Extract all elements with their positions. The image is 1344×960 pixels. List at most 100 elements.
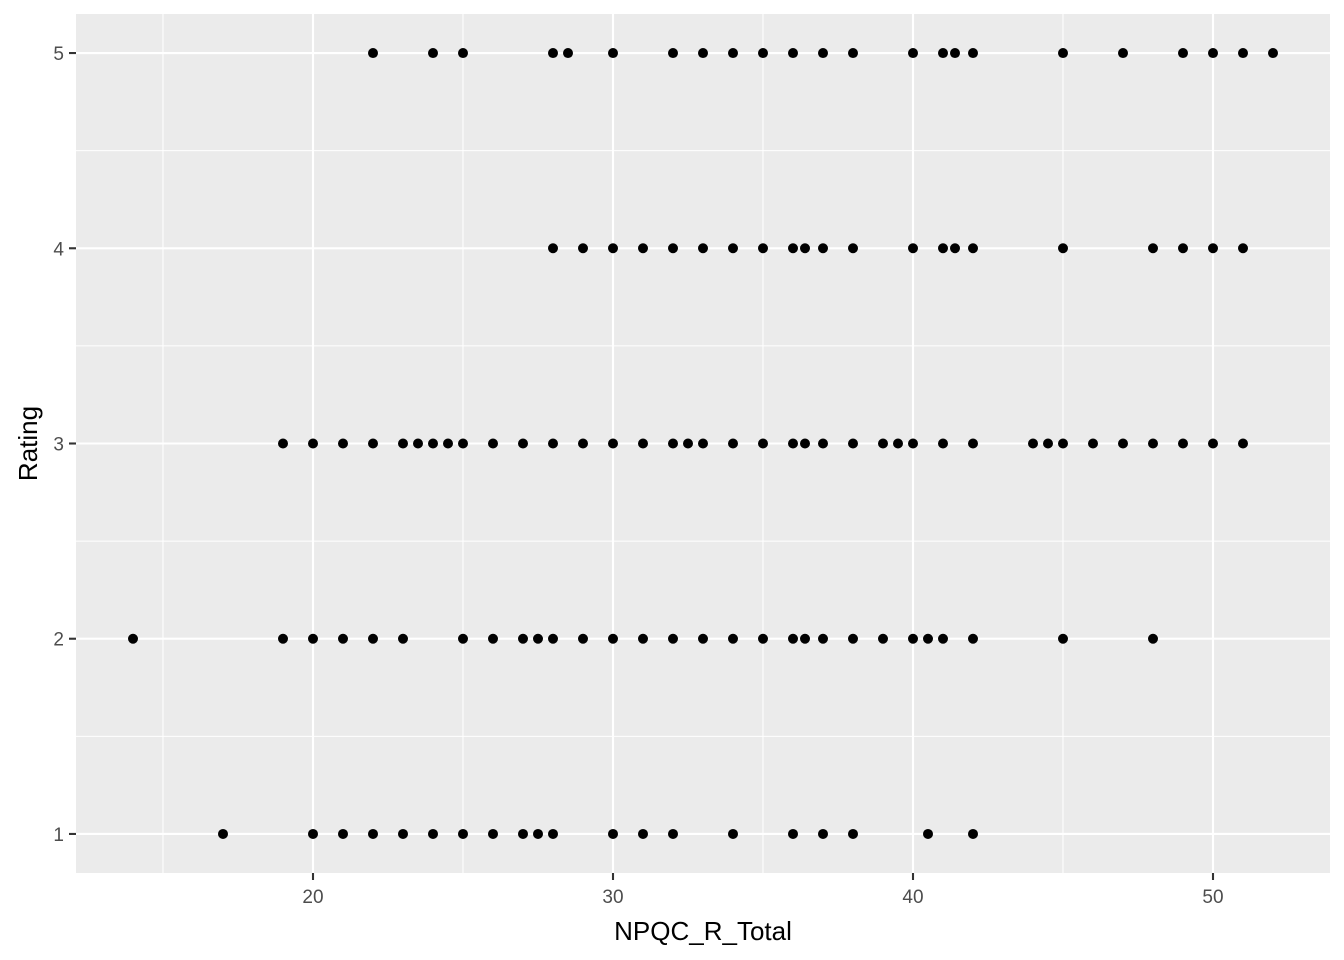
data-point (668, 828, 678, 839)
data-point (1178, 438, 1188, 449)
x-tick-label: 50 (1202, 887, 1223, 908)
data-point (968, 48, 978, 59)
data-point (518, 438, 528, 449)
data-point (683, 438, 693, 449)
data-point (950, 48, 960, 59)
data-point (128, 633, 138, 644)
data-point (638, 438, 648, 449)
data-point (218, 828, 228, 839)
data-point (698, 438, 708, 449)
data-point (578, 633, 588, 644)
data-point (950, 243, 960, 254)
data-point (608, 828, 618, 839)
data-point (443, 438, 453, 449)
data-point (938, 48, 948, 59)
data-point (1268, 48, 1278, 59)
data-point (938, 243, 948, 254)
data-point (788, 243, 798, 254)
data-point (368, 438, 378, 449)
x-tick-label: 20 (302, 887, 323, 908)
data-point (458, 828, 468, 839)
data-point (413, 438, 423, 449)
data-point (878, 633, 888, 644)
data-point (668, 438, 678, 449)
data-point (398, 828, 408, 839)
data-point (698, 243, 708, 254)
data-point (908, 243, 918, 254)
data-point (800, 438, 810, 449)
y-tick-label: 3 (53, 435, 64, 456)
data-point (1058, 633, 1068, 644)
data-point (818, 48, 828, 59)
data-point (278, 633, 288, 644)
data-point (398, 633, 408, 644)
data-point (893, 438, 903, 449)
data-point (368, 633, 378, 644)
data-point (788, 633, 798, 644)
data-point (698, 633, 708, 644)
data-point (1058, 243, 1068, 254)
data-point (1208, 243, 1218, 254)
data-point (728, 243, 738, 254)
data-point (308, 633, 318, 644)
data-point (758, 633, 768, 644)
data-point (1043, 438, 1053, 449)
data-point (968, 243, 978, 254)
data-point (908, 438, 918, 449)
data-point (788, 48, 798, 59)
data-point (548, 633, 558, 644)
x-tick-label: 30 (602, 887, 623, 908)
data-point (1148, 633, 1158, 644)
data-point (848, 828, 858, 839)
data-point (923, 828, 933, 839)
data-point (908, 633, 918, 644)
data-point (338, 438, 348, 449)
data-point (818, 633, 828, 644)
data-point (533, 633, 543, 644)
data-point (428, 828, 438, 839)
data-point (818, 828, 828, 839)
data-point (728, 438, 738, 449)
data-point (608, 633, 618, 644)
data-point (1238, 243, 1248, 254)
data-point (758, 243, 768, 254)
data-point (458, 48, 468, 59)
data-point (368, 48, 378, 59)
data-point (278, 438, 288, 449)
data-point (1148, 438, 1158, 449)
data-point (548, 828, 558, 839)
data-point (458, 633, 468, 644)
data-point (728, 48, 738, 59)
data-point (1088, 438, 1098, 449)
data-point (923, 633, 933, 644)
data-point (1178, 243, 1188, 254)
data-point (788, 828, 798, 839)
data-point (1058, 48, 1068, 59)
data-point (1148, 243, 1158, 254)
data-point (533, 828, 543, 839)
data-point (1238, 48, 1248, 59)
data-point (308, 438, 318, 449)
data-point (638, 828, 648, 839)
x-axis: 20 30 40 50 (302, 873, 1224, 908)
data-point (938, 633, 948, 644)
data-point (668, 633, 678, 644)
data-point (758, 438, 768, 449)
data-point (368, 828, 378, 839)
y-tick-label: 4 (53, 239, 64, 260)
data-point (563, 48, 573, 59)
y-axis: 1 2 3 4 5 (53, 44, 76, 846)
data-point (698, 48, 708, 59)
data-point (800, 633, 810, 644)
data-point (968, 438, 978, 449)
data-point (1028, 438, 1038, 449)
data-point (668, 48, 678, 59)
data-point (458, 438, 468, 449)
data-point (638, 633, 648, 644)
data-point (578, 243, 588, 254)
data-point (788, 438, 798, 449)
data-point (878, 438, 888, 449)
data-point (848, 633, 858, 644)
data-point (848, 438, 858, 449)
